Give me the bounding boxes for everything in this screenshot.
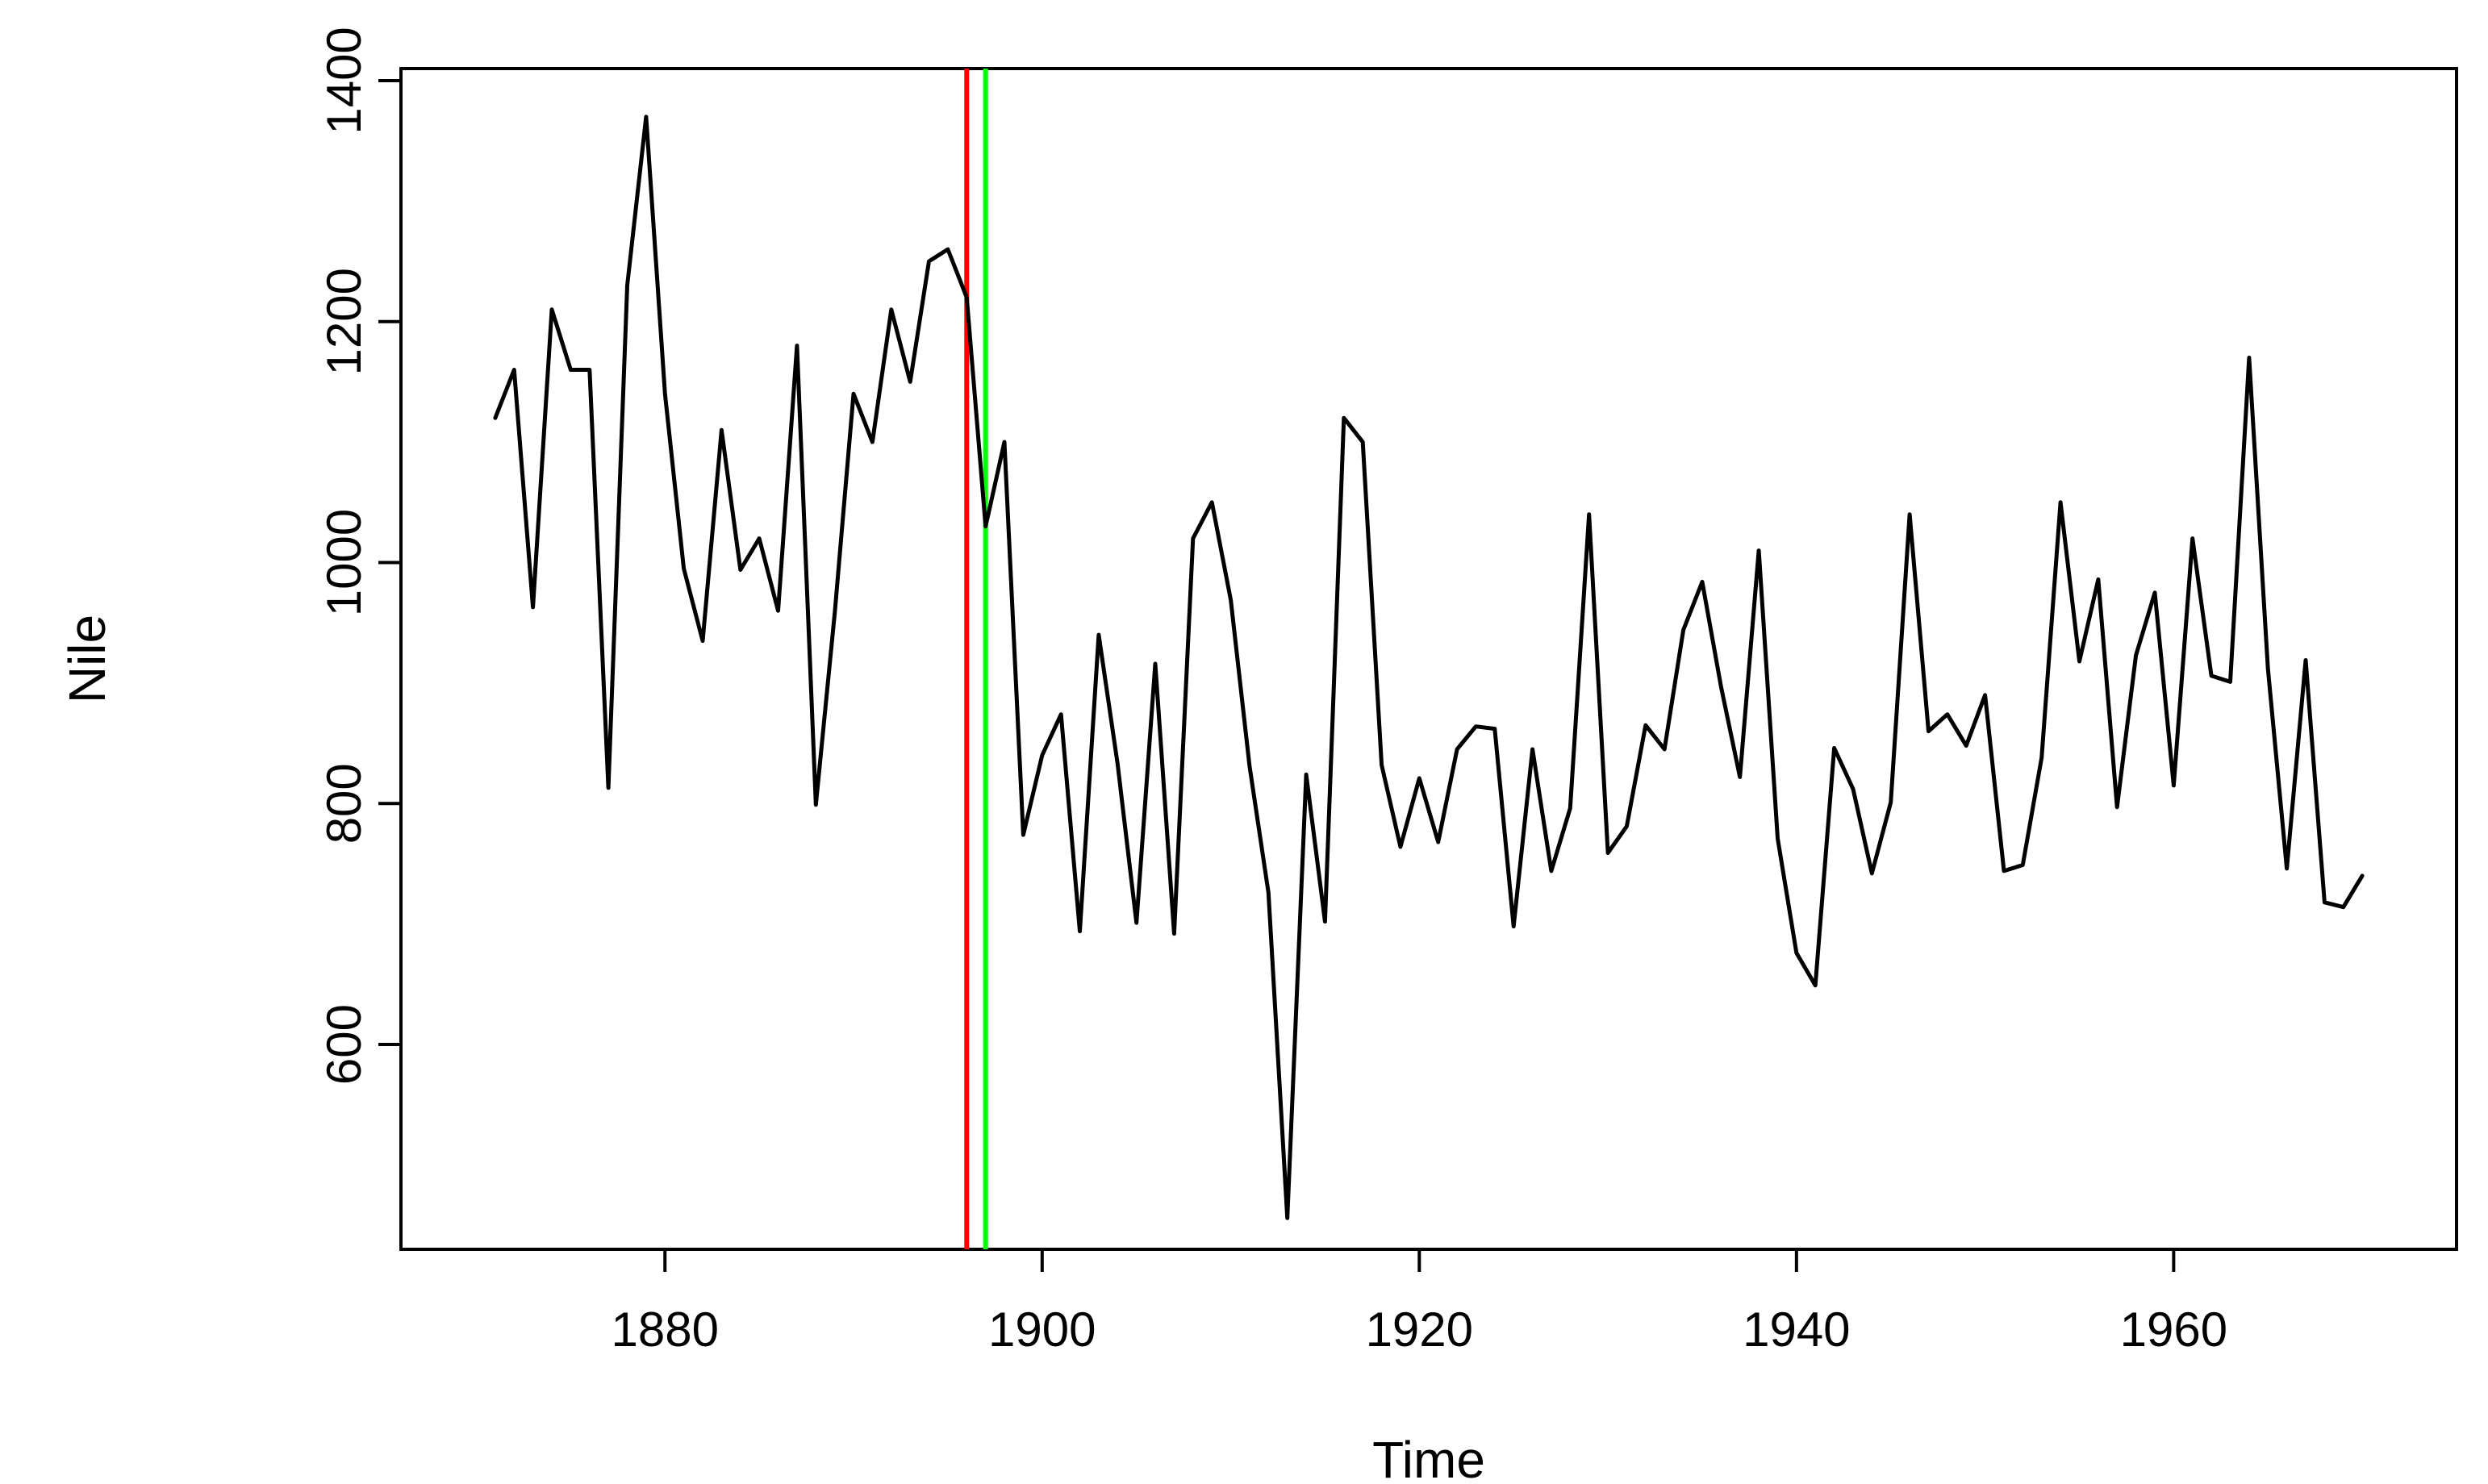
x-axis: 1880 1900 1920 1940 1960 — [612, 1248, 2227, 1357]
y-axis-label: Nile — [58, 615, 116, 703]
x-tick-label: 1900 — [988, 1303, 1096, 1357]
plot-frame — [399, 67, 2458, 1251]
y-axis: 600 800 1000 1200 1400 — [317, 27, 403, 1085]
x-tick-label: 1940 — [1743, 1303, 1850, 1357]
x-tick-label: 1960 — [2120, 1303, 2227, 1357]
nile-series-line — [493, 115, 2365, 1220]
x-axis-label: Time — [1372, 1431, 1485, 1484]
y-tick-label: 600 — [317, 1004, 371, 1085]
series-group — [493, 115, 2365, 1220]
vertical-markers — [964, 69, 988, 1249]
y-tick-label: 1200 — [317, 268, 371, 375]
y-tick-label: 800 — [317, 763, 371, 844]
x-tick-label: 1880 — [612, 1303, 719, 1357]
x-tick-label: 1920 — [1366, 1303, 1473, 1357]
y-tick-label: 1400 — [317, 27, 371, 134]
y-tick-label: 1000 — [317, 509, 371, 616]
